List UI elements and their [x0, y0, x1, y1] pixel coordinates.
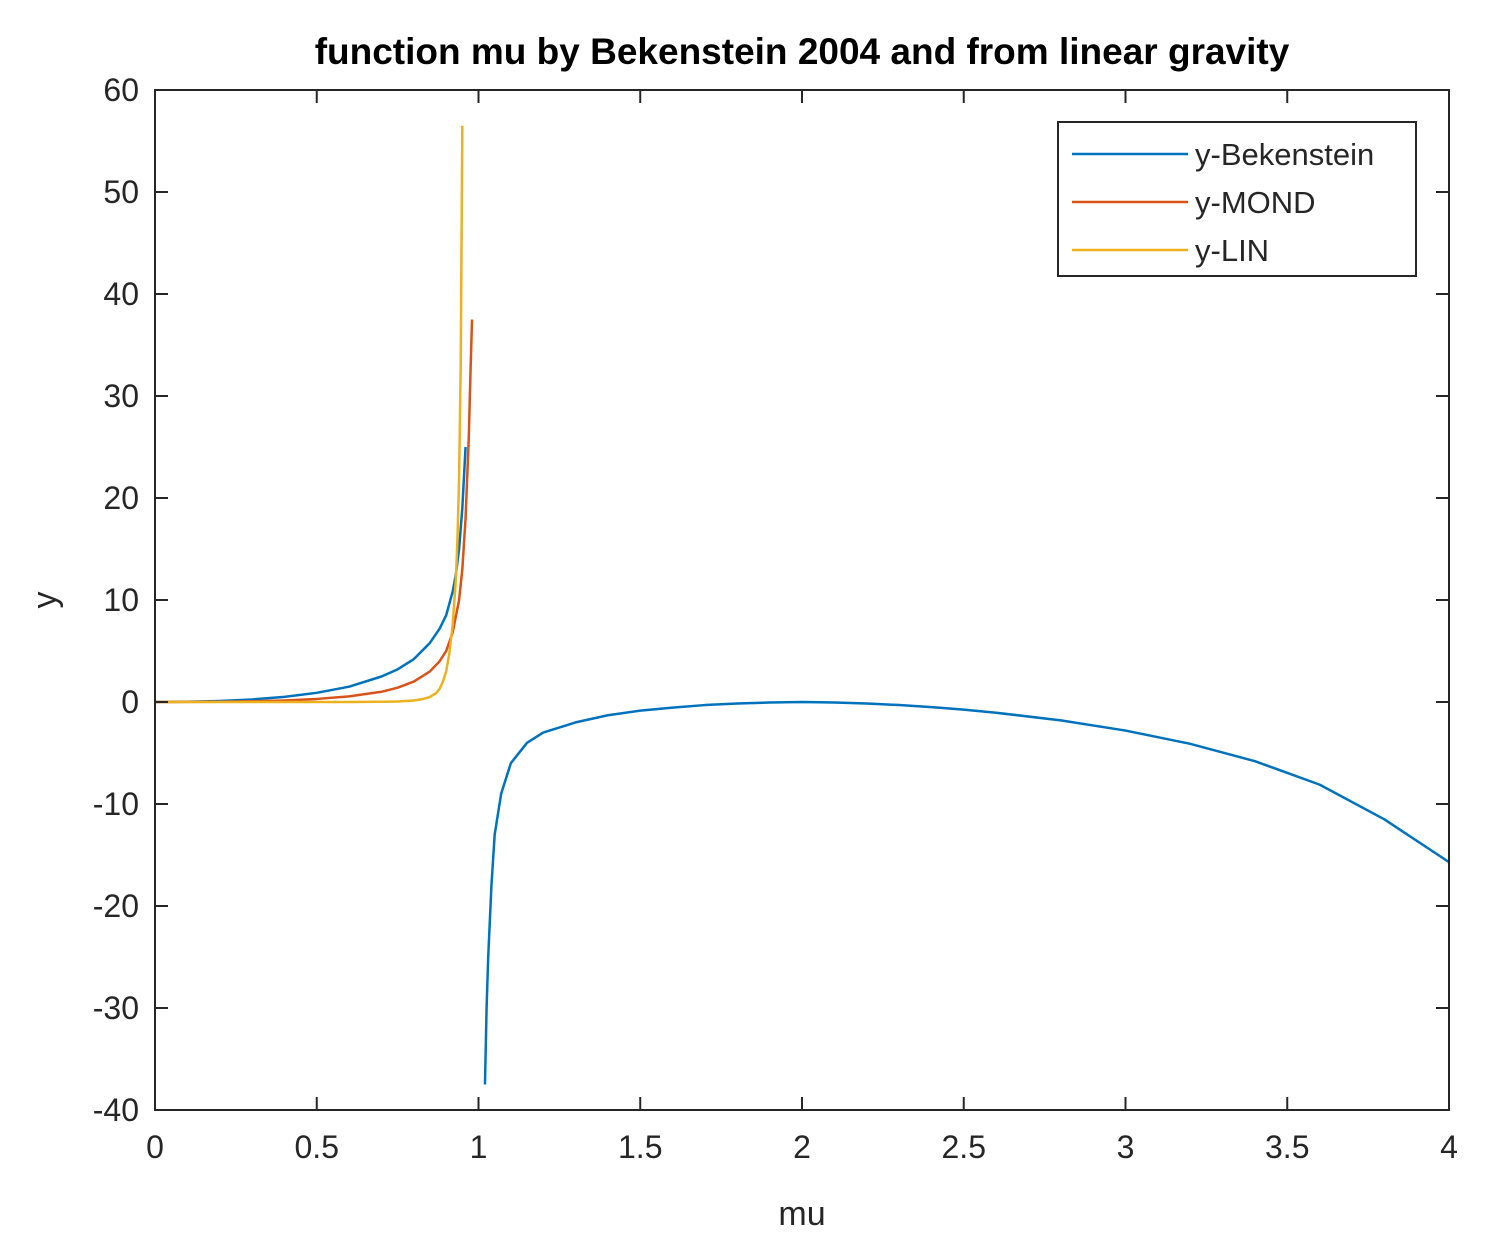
- x-axis-label: mu: [778, 1195, 825, 1233]
- legend-label: y-Bekenstein: [1195, 137, 1374, 172]
- x-tick-label: 3.5: [1265, 1129, 1309, 1165]
- series-line-y-bekenstein: [155, 446, 467, 704]
- series-line-y-bekenstein: [483, 700, 1449, 1085]
- y-tick-label: 0: [121, 684, 139, 720]
- x-tick-label: 0.5: [295, 1129, 339, 1165]
- y-tick-label: -10: [93, 786, 139, 822]
- y-tick-label: -20: [93, 888, 139, 924]
- tick-layer: 0 0.5 1 1.5 2 2.5 3 3.5 4 -40 -30 -20 -10 0 10 20 30 40 50…: [93, 72, 1458, 1165]
- series-line-y-lin: [155, 125, 464, 704]
- y-tick-label: 10: [103, 582, 139, 618]
- x-tick-label: 2: [793, 1129, 811, 1165]
- y-tick-label: -30: [93, 990, 139, 1026]
- x-tick-label: 1: [470, 1129, 488, 1165]
- y-tick-label: 60: [103, 72, 139, 108]
- y-tick-label: -40: [93, 1092, 139, 1128]
- legend: y-Bekenstein y-MOND y-LIN: [1057, 121, 1417, 277]
- legend-label: y-LIN: [1195, 233, 1269, 268]
- x-tick-label: 2.5: [942, 1129, 986, 1165]
- plot-area: 0 0.5 1 1.5 2 2.5 3 3.5 4 -40 -30 -20 -10 0 10 20 30 40 50…: [93, 72, 1458, 1165]
- series-line-y-mond: [155, 319, 474, 704]
- x-tick-label: 0: [146, 1129, 164, 1165]
- y-tick-label: 50: [103, 174, 139, 210]
- legend-label: y-MOND: [1195, 185, 1316, 220]
- y-tick-label: 40: [103, 276, 139, 312]
- y-axis-label: y: [26, 592, 64, 609]
- chart-title: function mu by Bekenstein 2004 and from …: [315, 31, 1290, 72]
- y-tick-label: 20: [103, 480, 139, 516]
- y-tick-label: 30: [103, 378, 139, 414]
- x-tick-label: 1.5: [618, 1129, 662, 1165]
- x-tick-label: 4: [1440, 1129, 1458, 1165]
- legend-items: y-Bekenstein y-MOND y-LIN: [1072, 137, 1374, 268]
- series-layer: [155, 125, 1449, 1085]
- x-tick-label: 3: [1117, 1129, 1135, 1165]
